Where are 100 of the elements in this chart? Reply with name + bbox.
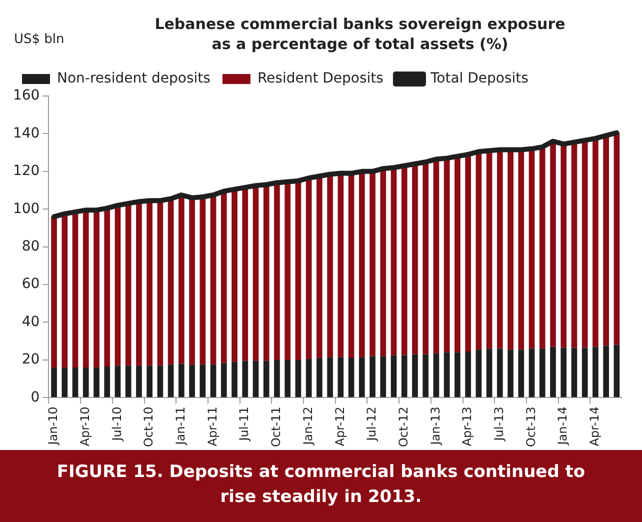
x-tick-label: Apr-10: [78, 406, 92, 446]
bar: [582, 348, 588, 398]
y-tick-label: 120: [12, 163, 40, 180]
bar: [592, 138, 598, 347]
y-tick-label: 0: [30, 389, 40, 406]
bar: [94, 210, 100, 368]
x-tick-label: Jan-13: [428, 406, 442, 446]
bar: [433, 159, 440, 354]
bar: [571, 142, 578, 348]
bar: [232, 362, 238, 398]
bar: [571, 348, 578, 398]
y-tick-label: 60: [22, 276, 40, 292]
bar: [295, 180, 302, 360]
bar: [454, 156, 460, 352]
bar: [390, 355, 397, 398]
bar: [401, 355, 408, 398]
bar: [72, 367, 78, 398]
bar: [189, 364, 195, 398]
bar: [348, 173, 354, 358]
bar: [200, 196, 206, 365]
bar: [614, 344, 620, 398]
x-tick-label: Jan-11: [174, 406, 188, 446]
legend-label: Resident Deposits: [257, 70, 384, 87]
caption: FIGURE 15. Deposits at commercial banks continued to rise steadily in 2013.: [0, 450, 642, 522]
bar: [550, 346, 556, 398]
bar: [232, 189, 238, 362]
bar: [454, 352, 460, 398]
x-tick-label: Oct-11: [269, 406, 284, 448]
legend-label: Non-resident deposits: [57, 70, 210, 87]
bar: [476, 152, 482, 350]
bar: [338, 357, 344, 398]
bar: [518, 350, 524, 398]
bar: [220, 191, 227, 363]
bar: [465, 351, 471, 398]
bar: [51, 367, 57, 398]
x-tick-label: Oct-10: [142, 406, 156, 448]
bar: [114, 366, 121, 398]
bar: [444, 158, 450, 352]
y-tick-label: 20: [22, 352, 40, 368]
bar: [168, 364, 174, 398]
y-tick-label: 140: [12, 125, 40, 142]
bar: [614, 132, 620, 345]
bar: [486, 150, 492, 349]
x-tick-label: Apr-13: [460, 406, 474, 446]
bar: [306, 178, 312, 360]
bar: [412, 354, 418, 398]
bar: [316, 358, 322, 398]
y-tick-label: 160: [12, 88, 40, 104]
bar: [146, 366, 152, 398]
x-tick-label: Jul-11: [237, 406, 252, 442]
bar: [252, 360, 259, 398]
bar: [62, 367, 68, 398]
bar: [486, 348, 492, 398]
x-tick-label: Jan-12: [300, 406, 315, 446]
bar: [210, 194, 216, 365]
bar: [125, 366, 132, 398]
bar: [104, 366, 110, 398]
bar: [136, 366, 142, 398]
bar: [370, 356, 376, 398]
bar: [263, 184, 270, 361]
bar: [168, 198, 174, 365]
bar: [200, 364, 206, 398]
x-tick-label: Apr-14: [588, 406, 602, 446]
bar: [508, 350, 514, 398]
bar: [157, 200, 164, 366]
bar: [412, 164, 418, 354]
bar: [582, 140, 588, 348]
bar: [62, 214, 68, 368]
bar: [560, 144, 567, 348]
bar: [125, 203, 132, 366]
bar: [178, 364, 184, 398]
bar: [390, 168, 397, 356]
bar: [327, 357, 333, 398]
bar: [539, 348, 546, 398]
bar: [603, 346, 609, 398]
x-tick-label: Jul-13: [492, 406, 506, 442]
x-tick-label: Oct-12: [396, 406, 410, 448]
x-tick-label: Jul-10: [110, 406, 124, 442]
bar: [401, 166, 408, 356]
bar: [380, 356, 386, 398]
bar: [422, 354, 429, 398]
x-tick-label: Jan-10: [46, 406, 60, 446]
bar: [242, 187, 248, 361]
bar: [316, 176, 322, 358]
bar: [242, 360, 248, 398]
bar: [603, 136, 609, 346]
bar: [433, 353, 440, 398]
bar: [157, 366, 164, 398]
bar: [380, 168, 386, 356]
bar: [94, 367, 100, 398]
bar: [539, 146, 546, 349]
bar: [104, 208, 110, 367]
bar: [263, 360, 270, 398]
bar: [295, 360, 302, 398]
bar: [370, 171, 376, 356]
x-tick-label: Oct-13: [524, 406, 538, 448]
chart-title: Lebanese commercial banks sovereign exposure as a percentage of total assets (%): [154, 14, 566, 54]
y-axis-title: US$ bln: [14, 32, 64, 47]
bar: [348, 358, 354, 398]
legend-label: Total Deposits: [429, 70, 528, 87]
